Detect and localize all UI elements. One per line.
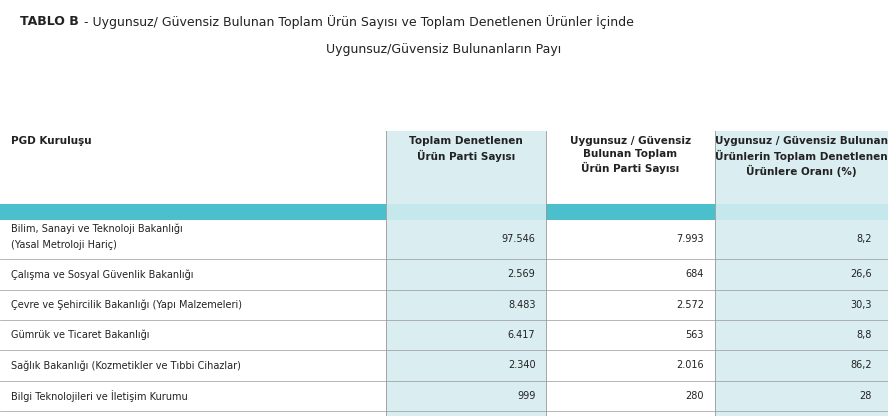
Bar <box>715 320 888 350</box>
Bar <box>546 381 715 411</box>
Text: PGD Kuruluşu: PGD Kuruluşu <box>11 136 91 146</box>
Text: Çalışma ve Sosyal Güvenlik Bakanlığı: Çalışma ve Sosyal Güvenlik Bakanlığı <box>11 269 194 280</box>
Text: 6.417: 6.417 <box>508 330 535 340</box>
Bar <box>0 381 386 411</box>
Bar <box>715 259 888 290</box>
Bar <box>0 320 386 350</box>
Bar <box>0 259 386 290</box>
Bar <box>0 350 386 381</box>
Bar <box>546 204 715 220</box>
Text: Uygunsuz / Güvensiz Bulunan
Ürünlerin Toplam Denetlenen
Ürünlere Oranı (%): Uygunsuz / Güvensiz Bulunan Ürünlerin To… <box>715 136 888 177</box>
Bar <box>546 259 715 290</box>
Bar <box>546 411 715 416</box>
Bar <box>386 381 546 411</box>
Text: Gümrük ve Ticaret Bakanlığı: Gümrük ve Ticaret Bakanlığı <box>11 330 149 340</box>
Text: 8,2: 8,2 <box>857 234 872 245</box>
Bar <box>546 350 715 381</box>
Bar <box>546 290 715 320</box>
Bar <box>715 204 888 220</box>
Bar <box>715 381 888 411</box>
Text: TABLO B: TABLO B <box>20 15 78 27</box>
Text: 8,8: 8,8 <box>857 330 872 340</box>
Text: 28: 28 <box>860 391 872 401</box>
Text: 97.546: 97.546 <box>502 234 535 245</box>
Text: 2.016: 2.016 <box>677 360 704 371</box>
Bar <box>0 290 386 320</box>
Bar <box>715 290 888 320</box>
Text: 999: 999 <box>517 391 535 401</box>
Text: Uygunsuz / Güvensiz
Bulunan Toplam
Ürün Parti Sayısı: Uygunsuz / Güvensiz Bulunan Toplam Ürün … <box>570 136 691 174</box>
Text: Çevre ve Şehircilik Bakanlığı (Yapı Malzemeleri): Çevre ve Şehircilik Bakanlığı (Yapı Malz… <box>11 300 242 310</box>
Text: 280: 280 <box>686 391 704 401</box>
Text: Uygunsuz/Güvensiz Bulunanların Payı: Uygunsuz/Güvensiz Bulunanların Payı <box>327 43 561 56</box>
Bar <box>715 350 888 381</box>
Bar <box>386 204 546 220</box>
Bar <box>386 411 546 416</box>
Bar <box>715 131 888 204</box>
Text: 2.572: 2.572 <box>676 300 704 310</box>
Bar <box>546 320 715 350</box>
Text: Toplam Denetlenen
Ürün Parti Sayısı: Toplam Denetlenen Ürün Parti Sayısı <box>409 136 523 162</box>
Text: 26,6: 26,6 <box>851 269 872 280</box>
Text: 2.340: 2.340 <box>508 360 535 371</box>
Text: 563: 563 <box>686 330 704 340</box>
Bar <box>0 131 386 204</box>
Text: 7.993: 7.993 <box>677 234 704 245</box>
Text: Bilim, Sanayi ve Teknoloji Bakanlığı: Bilim, Sanayi ve Teknoloji Bakanlığı <box>11 224 182 234</box>
Text: (Yasal Metroloji Hariç): (Yasal Metroloji Hariç) <box>11 240 116 250</box>
Bar <box>0 220 386 259</box>
Text: 86,2: 86,2 <box>851 360 872 371</box>
Bar <box>386 259 546 290</box>
Bar <box>546 220 715 259</box>
Bar <box>546 131 715 204</box>
Bar <box>386 290 546 320</box>
Bar <box>715 220 888 259</box>
Text: Sağlık Bakanlığı (Kozmetikler ve Tıbbi Cihazlar): Sağlık Bakanlığı (Kozmetikler ve Tıbbi C… <box>11 360 241 371</box>
Bar <box>386 220 546 259</box>
Text: 684: 684 <box>686 269 704 280</box>
Bar <box>0 204 386 220</box>
Bar <box>0 411 386 416</box>
Bar <box>386 131 546 204</box>
Text: Bilgi Teknolojileri ve İletişim Kurumu: Bilgi Teknolojileri ve İletişim Kurumu <box>11 390 187 402</box>
Text: 8.483: 8.483 <box>508 300 535 310</box>
Text: 2.569: 2.569 <box>508 269 535 280</box>
Bar <box>715 411 888 416</box>
Text: 30,3: 30,3 <box>851 300 872 310</box>
Text: - Uygunsuz/ Güvensiz Bulunan Toplam Ürün Sayısı ve Toplam Denetlenen Ürünler İçi: - Uygunsuz/ Güvensiz Bulunan Toplam Ürün… <box>80 15 634 29</box>
Bar <box>386 350 546 381</box>
Bar <box>386 320 546 350</box>
